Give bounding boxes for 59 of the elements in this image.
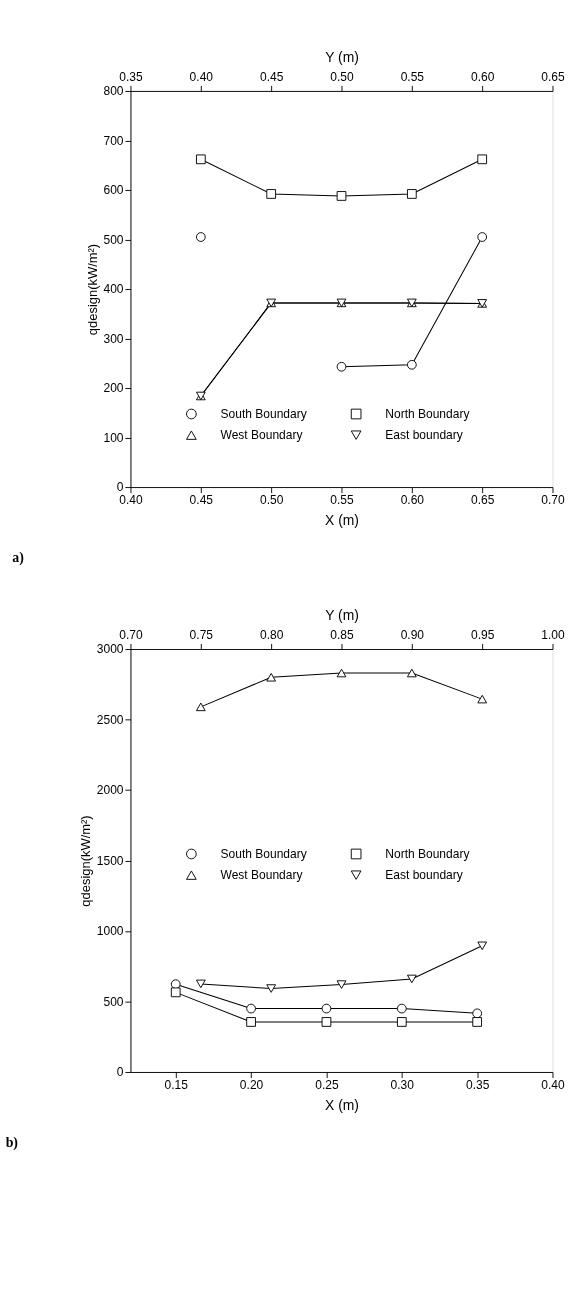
y-tick-label: 700	[103, 133, 124, 148]
legend-label: South Boundary	[220, 406, 307, 421]
x2-tick-label: 1.00	[541, 628, 565, 643]
legend-label: North Boundary	[385, 406, 470, 421]
y-tick-label: 1000	[96, 924, 124, 939]
y-tick-label: 1500	[96, 853, 124, 868]
legend-label: West Boundary	[220, 867, 303, 882]
y-tick-label: 600	[103, 183, 124, 198]
y-tick-label: 0	[116, 1065, 124, 1080]
x2-tick-label: 0.80	[259, 628, 284, 643]
y-tick-label: 300	[103, 331, 124, 346]
x-axis-title: X (m)	[325, 512, 359, 529]
legend-label: East boundary	[385, 867, 463, 882]
x2-tick-label: 0.45	[259, 70, 284, 85]
x2-tick-label: 0.75	[189, 628, 214, 643]
text: a)	[12, 550, 25, 567]
y-tick-label: 400	[103, 282, 124, 297]
x-tick-label: 0.35	[465, 1078, 490, 1093]
y-tick-label: 0	[116, 480, 124, 495]
y-tick-label: 2000	[96, 783, 124, 798]
y-axis-title: qdesign(kW/m²)	[85, 243, 100, 336]
x2-tick-label: 0.90	[400, 628, 425, 643]
y-tick-label: 3000	[96, 642, 124, 657]
x2-axis-title: Y (m)	[325, 606, 359, 623]
x2-tick-label: 0.95	[470, 628, 495, 643]
x2-tick-label: 0.70	[119, 628, 143, 643]
x2-tick-label: 0.65	[541, 70, 565, 85]
x-axis-title: X (m)	[325, 1097, 359, 1114]
x2-tick-label: 0.40	[189, 70, 214, 85]
y-tick-label: 500	[103, 994, 124, 1009]
x-tick-label: 0.50	[259, 493, 284, 508]
x-tick-label: 0.45	[189, 493, 214, 508]
x-tick-label: 0.15	[164, 1078, 189, 1093]
x-tick-label: 0.55	[330, 493, 354, 508]
x2-tick-label: 0.50	[330, 70, 354, 85]
x-tick-label: 0.25	[315, 1078, 339, 1093]
x-tick-label: 0.30	[390, 1078, 415, 1093]
x2-tick-label: 0.60	[470, 70, 495, 85]
text: b)	[5, 1134, 19, 1151]
y-tick-label: 2500	[96, 712, 124, 727]
x2-tick-label: 0.35	[119, 70, 143, 85]
legend-label: North Boundary	[385, 846, 470, 861]
x-tick-label: 0.40	[119, 493, 143, 508]
x2-tick-label: 0.85	[330, 628, 354, 643]
y-tick-label: 200	[103, 381, 124, 396]
legend-label: West Boundary	[220, 427, 303, 442]
x-tick-label: 0.65	[470, 493, 495, 508]
x-tick-label: 0.40	[541, 1078, 565, 1093]
legend-label: South Boundary	[220, 846, 307, 861]
y-axis-title: qdesign(kW/m²)	[78, 815, 94, 907]
x2-axis-title: Y (m)	[325, 48, 359, 65]
x-tick-label: 0.60	[400, 493, 425, 508]
y-tick-label: 500	[103, 232, 124, 247]
legend-label: East boundary	[385, 427, 463, 442]
y-tick-label: 100	[103, 430, 124, 445]
x-tick-label: 0.70	[541, 493, 565, 508]
x-tick-label: 0.20	[239, 1078, 264, 1093]
y-tick-label: 800	[103, 84, 124, 99]
x2-tick-label: 0.55	[400, 70, 425, 85]
